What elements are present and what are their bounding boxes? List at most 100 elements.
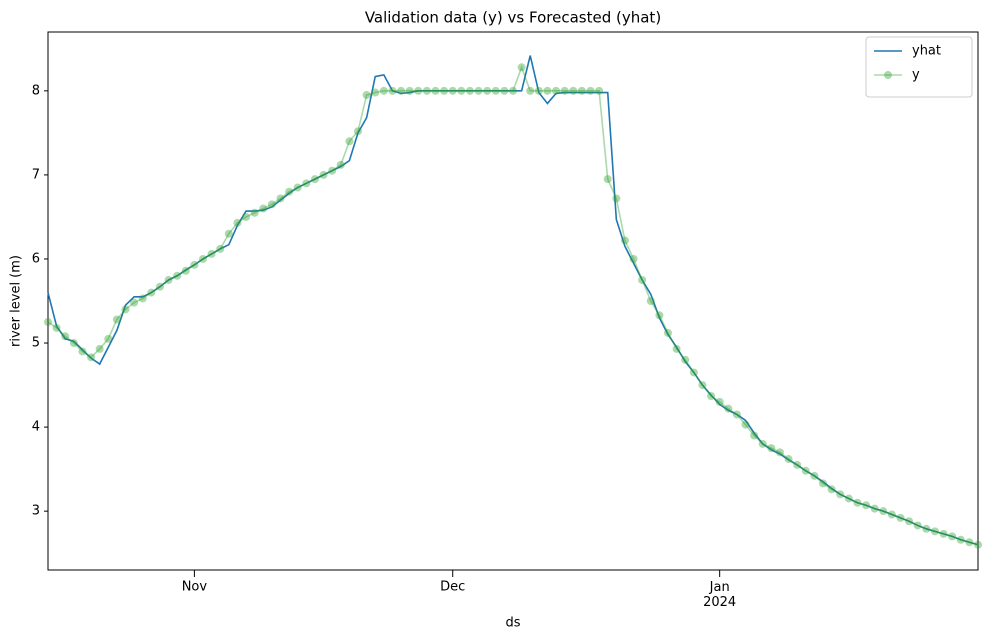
data-point <box>853 498 862 507</box>
data-point <box>233 218 242 227</box>
data-point <box>793 460 802 469</box>
data-point <box>810 471 819 480</box>
data-point <box>870 504 879 513</box>
data-point <box>276 194 285 203</box>
data-point <box>242 212 251 221</box>
data-point <box>207 249 216 258</box>
data-point <box>61 332 70 341</box>
data-point <box>224 229 233 238</box>
data-point <box>586 86 595 95</box>
x-tick-label-line: 2024 <box>703 595 736 610</box>
data-point <box>724 404 733 413</box>
data-point <box>836 490 845 499</box>
y-tick-label: 3 <box>32 504 40 519</box>
data-point <box>431 86 440 95</box>
data-point <box>905 517 914 526</box>
data-point <box>922 524 931 533</box>
data-point <box>216 244 225 253</box>
data-point <box>646 297 655 305</box>
data-point <box>405 86 414 95</box>
data-point <box>715 397 724 406</box>
data-point <box>681 355 690 364</box>
data-point <box>750 431 759 440</box>
data-point <box>422 86 431 95</box>
data-point <box>655 311 664 320</box>
data-point <box>974 540 982 549</box>
data-point <box>965 538 974 547</box>
data-point <box>491 86 500 95</box>
data-point <box>483 86 492 95</box>
plot-frame <box>47 31 979 571</box>
data-point <box>603 175 612 184</box>
data-point <box>138 294 147 303</box>
x-tick-label: Jan 2024 <box>703 580 736 610</box>
data-point <box>130 298 139 307</box>
data-point <box>767 444 776 453</box>
data-point <box>707 391 716 400</box>
data-point <box>457 86 466 95</box>
data-point <box>801 466 810 475</box>
data-point <box>887 510 896 519</box>
y-axis-label: river level (m) <box>9 255 24 347</box>
data-point <box>595 86 604 95</box>
data-point <box>629 254 638 263</box>
data-point <box>328 166 337 175</box>
data-point <box>319 170 328 179</box>
data-point <box>534 86 543 95</box>
data-point <box>155 282 164 291</box>
data-point <box>939 529 948 538</box>
data-point <box>569 86 578 95</box>
data-point <box>336 160 345 169</box>
data-point <box>879 507 888 516</box>
data-point <box>199 254 207 263</box>
data-point <box>862 501 871 510</box>
data-point <box>181 266 190 275</box>
data-point <box>784 455 793 464</box>
y-tick-label: 6 <box>32 251 40 266</box>
data-point <box>293 183 302 192</box>
data-point <box>147 288 156 297</box>
data-point <box>827 485 836 494</box>
data-point <box>397 86 406 95</box>
legend-label: y <box>912 68 920 83</box>
data-point <box>465 86 474 95</box>
data-point <box>500 86 509 95</box>
data-point <box>354 127 362 136</box>
chart-title: Validation data (y) vs Forecasted (yhat) <box>365 9 661 27</box>
data-point <box>913 521 922 530</box>
data-point <box>526 86 535 95</box>
data-point <box>440 86 449 95</box>
data-point <box>164 275 173 284</box>
legend-marker <box>884 71 892 79</box>
data-point <box>577 86 586 95</box>
series-line <box>47 64 979 546</box>
data-point <box>844 494 853 503</box>
y-tick-label: 7 <box>32 167 40 182</box>
data-point <box>612 194 621 203</box>
data-point <box>69 339 78 348</box>
data-point <box>517 63 526 72</box>
x-tick-label-line: Jan <box>709 580 730 595</box>
data-point <box>285 187 294 196</box>
data-point <box>930 527 939 536</box>
data-point <box>190 260 199 269</box>
legend-box <box>865 36 973 98</box>
data-point <box>672 344 681 353</box>
data-point <box>732 410 741 419</box>
data-point <box>310 175 319 184</box>
y-tick-label: 4 <box>32 420 40 435</box>
data-point <box>259 204 268 213</box>
data-point <box>620 236 629 245</box>
data-point <box>250 208 259 217</box>
data-point <box>302 179 311 188</box>
data-point <box>173 271 182 280</box>
data-point <box>112 315 121 324</box>
data-point <box>362 91 371 100</box>
data-point <box>819 479 827 488</box>
legend-label: yhat <box>912 44 941 59</box>
data-point <box>44 318 52 327</box>
data-point <box>121 305 130 314</box>
data-point <box>95 344 104 353</box>
data-point <box>775 448 784 457</box>
